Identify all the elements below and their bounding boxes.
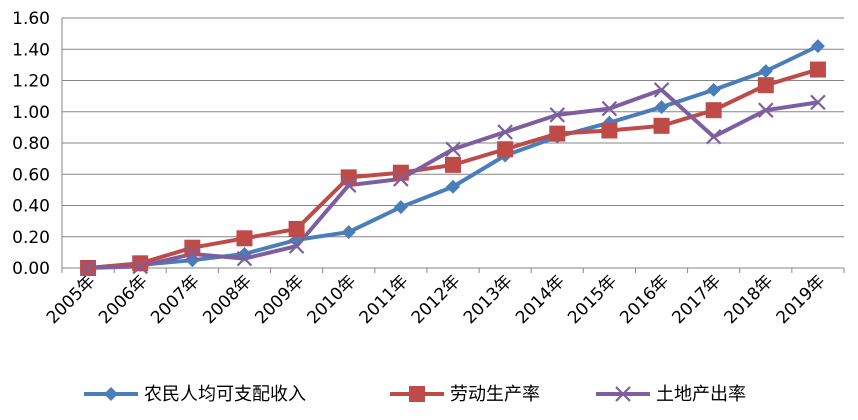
- data-point-x: [236, 250, 253, 267]
- data-point-x: [340, 177, 357, 193]
- x-tick-label: 2007年: [147, 271, 204, 328]
- legend-entry: 劳动生产率: [390, 384, 540, 405]
- data-point-square: [288, 220, 305, 237]
- x-tick-label: 2005年: [43, 271, 100, 328]
- data-point-diamond: [654, 100, 669, 115]
- data-point-square: [757, 77, 774, 94]
- gridlines: [62, 17, 844, 238]
- x-tick-label: 2015年: [564, 271, 621, 328]
- series-markers: [80, 82, 826, 276]
- data-point-square: [601, 122, 618, 139]
- y-tick-label: 0.60: [12, 165, 50, 185]
- data-point-square: [497, 141, 514, 158]
- data-point-x: [810, 94, 826, 111]
- data-point-x: [80, 260, 96, 276]
- x-tick-label: 2018年: [721, 271, 778, 328]
- legend-label: 土地产出率: [656, 384, 746, 405]
- data-point-diamond: [446, 179, 460, 194]
- x-tick-label: 2009年: [251, 271, 308, 328]
- data-point-square: [340, 169, 357, 186]
- data-point-x: [549, 107, 566, 123]
- y-tick-label: 1.20: [12, 72, 50, 92]
- data-point-x: [445, 141, 461, 158]
- data-point-x: [705, 128, 722, 145]
- data-point-x: [132, 258, 148, 275]
- y-tick-label: 0.00: [12, 259, 50, 279]
- data-point-square: [705, 102, 722, 119]
- x-tick-label: 2011年: [356, 271, 413, 328]
- x-tick-label: 2012年: [408, 271, 465, 328]
- x-tick-label: 2010年: [304, 271, 361, 328]
- data-point-x: [184, 246, 201, 262]
- x-tick-label: 2013年: [460, 271, 517, 328]
- legend-entry: 农民人均可支配收入: [84, 384, 306, 405]
- x-tick-label: 2014年: [512, 271, 569, 328]
- data-point-diamond: [810, 39, 825, 54]
- data-point-x: [615, 386, 631, 402]
- x-tick-label: 2006年: [95, 271, 152, 328]
- data-point-x: [393, 171, 409, 187]
- data-point-diamond: [706, 82, 721, 97]
- legend-label: 劳动生产率: [450, 384, 540, 405]
- data-point-square: [184, 239, 201, 256]
- data-point-square: [445, 156, 461, 173]
- y-tick-label: 0.20: [12, 228, 50, 248]
- data-point-diamond: [104, 387, 118, 401]
- data-point-square: [809, 61, 826, 78]
- data-point-x: [288, 238, 305, 254]
- data-point-square: [236, 230, 253, 247]
- data-point-x: [653, 82, 670, 98]
- data-point-diamond: [393, 200, 408, 215]
- y-tick-label: 1.00: [12, 103, 50, 123]
- data-point-square: [409, 386, 425, 402]
- y-tick-label: 0.40: [12, 197, 50, 217]
- data-point-square: [653, 117, 670, 134]
- legend: 农民人均可支配收入 劳动生产率 土地产出率: [84, 384, 746, 405]
- x-tick-label: 2016年: [616, 271, 673, 328]
- data-point-x: [601, 100, 618, 117]
- data-point-square: [392, 164, 409, 181]
- data-point-diamond: [758, 64, 773, 79]
- data-point-x: [497, 124, 513, 140]
- series-group: [80, 39, 826, 276]
- y-tick-label: 0.80: [12, 134, 50, 154]
- data-point-diamond: [237, 246, 252, 261]
- data-point-square: [549, 125, 566, 142]
- data-point-diamond: [341, 225, 356, 240]
- y-tick-label: 1.40: [12, 40, 50, 60]
- y-tick-label: 1.60: [12, 9, 50, 29]
- legend-entry: 土地产出率: [596, 384, 746, 405]
- data-point-square: [132, 255, 149, 272]
- x-tick-label: 2017年: [668, 271, 725, 328]
- data-point-x: [758, 102, 774, 118]
- x-tick-label: 2019年: [773, 271, 830, 328]
- x-tick-label: 2008年: [199, 271, 256, 328]
- legend-label: 农民人均可支配收入: [144, 384, 306, 405]
